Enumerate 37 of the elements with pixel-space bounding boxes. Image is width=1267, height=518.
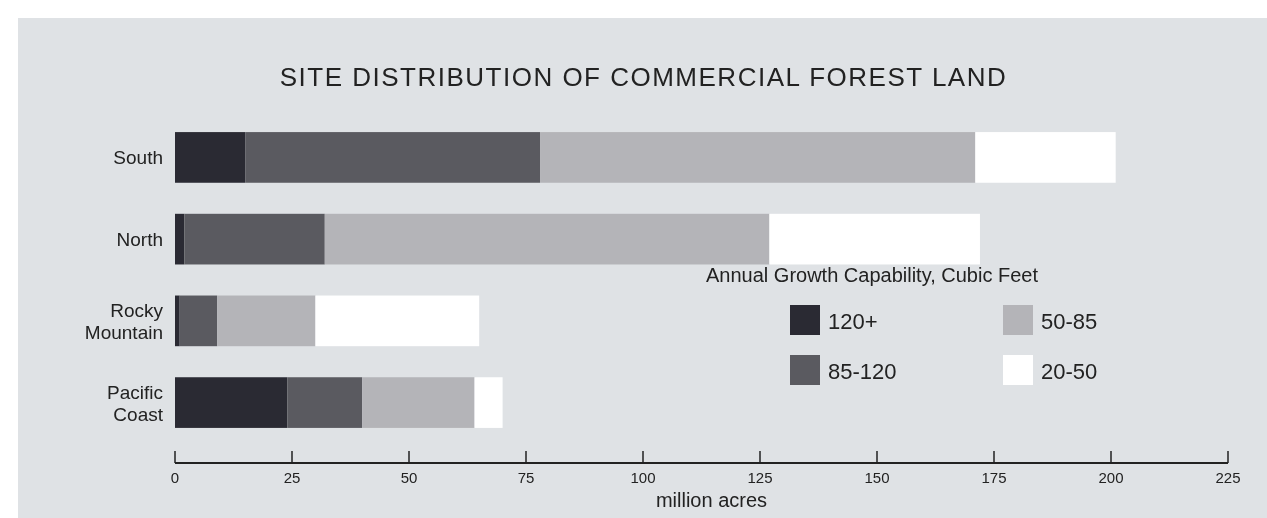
legend-label: 120+ xyxy=(828,309,878,334)
x-tick-label: 0 xyxy=(170,469,180,486)
bar xyxy=(324,213,770,265)
bar xyxy=(245,132,541,183)
x-tick-label: 75 xyxy=(517,469,535,486)
bar xyxy=(175,132,246,183)
x-tick-label: 200 xyxy=(1098,469,1124,486)
y-tick-label: North xyxy=(116,229,163,251)
x-tick-label: 225 xyxy=(1215,469,1241,486)
bar xyxy=(175,213,185,265)
x-axis-title: million acres xyxy=(655,489,768,511)
bar xyxy=(175,295,180,347)
x-tick-label: 150 xyxy=(864,469,890,486)
legend-label: 20-50 xyxy=(1041,359,1098,384)
bar xyxy=(540,132,976,183)
bar xyxy=(179,295,218,347)
bar xyxy=(315,295,480,347)
bar xyxy=(184,213,325,265)
x-tick-label: 25 xyxy=(283,469,301,486)
bar xyxy=(362,377,475,428)
y-tick-label: Pacific Coast xyxy=(107,381,164,425)
bar xyxy=(769,213,980,265)
bar xyxy=(975,132,1116,183)
x-tick-label: 50 xyxy=(400,469,418,486)
chart-title: SITE DISTRIBUTION OF COMMERCIAL FOREST LAND xyxy=(279,62,1008,92)
legend-title: Annual Growth Capability, Cubic Feet xyxy=(706,264,1039,286)
legend-label: 85-120 xyxy=(828,359,897,384)
x-tick-label: 125 xyxy=(747,469,773,486)
bar xyxy=(175,377,288,428)
x-tick-label: 175 xyxy=(981,469,1007,486)
y-tick-label: South xyxy=(113,147,163,169)
x-tick-label: 100 xyxy=(630,469,656,486)
y-tick-label: Rocky Mountain xyxy=(84,299,164,343)
bar xyxy=(217,295,316,347)
legend-label: 50-85 xyxy=(1041,309,1098,334)
bar xyxy=(474,377,503,428)
bar xyxy=(287,377,363,428)
